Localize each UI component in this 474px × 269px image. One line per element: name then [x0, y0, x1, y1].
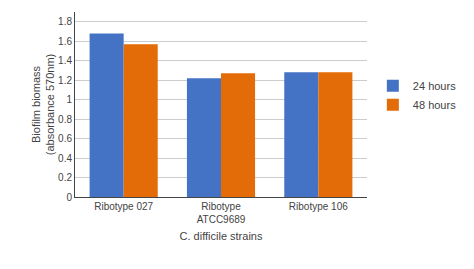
svg-text:1: 1 — [66, 94, 72, 105]
svg-text:Ribotype 027: Ribotype 027 — [94, 201, 153, 212]
svg-text:1.8: 1.8 — [58, 16, 72, 27]
svg-text:Ribotype 106: Ribotype 106 — [289, 201, 348, 212]
svg-text:0.2: 0.2 — [58, 172, 72, 183]
svg-text:0: 0 — [66, 192, 72, 203]
svg-text:RibotypeATCC9689: RibotypeATCC9689 — [197, 201, 246, 225]
svg-text:1.4: 1.4 — [58, 55, 72, 66]
svg-text:Biofilm biomass(absorbance 570: Biofilm biomass(absorbance 570nm) — [30, 54, 56, 156]
svg-text:C. difficile strains: C. difficile strains — [180, 230, 263, 242]
svg-text:24 hours: 24 hours — [413, 80, 456, 92]
svg-text:1.6: 1.6 — [58, 36, 72, 47]
svg-text:0.4: 0.4 — [58, 153, 72, 164]
svg-text:0.6: 0.6 — [58, 133, 72, 144]
svg-text:1.2: 1.2 — [58, 75, 72, 86]
svg-text:0.8: 0.8 — [58, 114, 72, 125]
svg-text:48 hours: 48 hours — [413, 99, 456, 111]
